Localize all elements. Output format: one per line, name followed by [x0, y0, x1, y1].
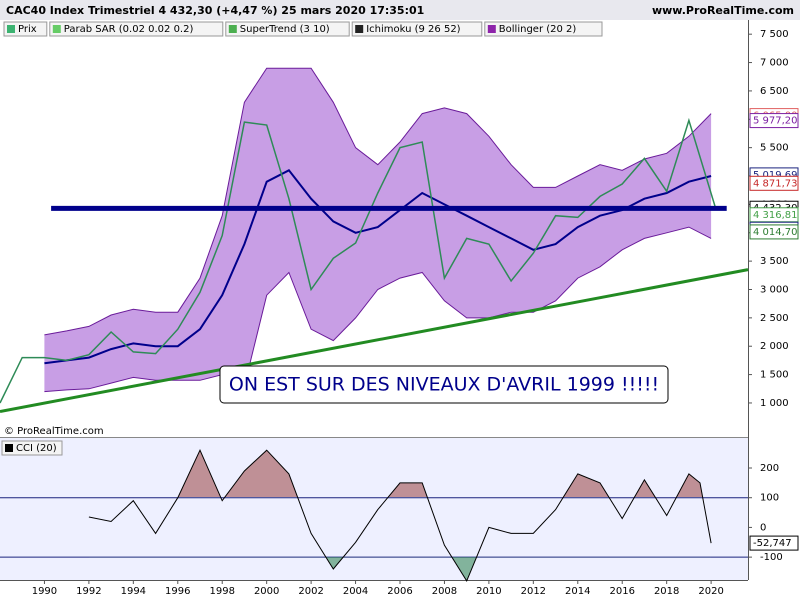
legend-label: Ichimoku (9 26 52) [366, 24, 460, 35]
header-site: www.ProRealTime.com [652, 4, 794, 17]
legend-item [484, 21, 603, 37]
price-label-box [749, 175, 799, 191]
annotation-box [219, 365, 669, 404]
copyright: © ProRealTime.com [4, 426, 104, 437]
cci-above [178, 450, 703, 497]
y-tick-label: 1 500 [760, 370, 789, 381]
price-label: 4 871,73 [753, 178, 798, 189]
y-tick-label: 0 [760, 522, 766, 533]
legend-item [49, 21, 224, 37]
x-tick-label: 2014 [565, 586, 590, 597]
price-label: 5 019,69 [753, 170, 798, 181]
legend-label: SuperTrend (3 10) [240, 24, 330, 35]
bollinger-lower [44, 226, 712, 393]
x-tick-label: 1992 [76, 586, 101, 597]
y-tick-label: 1 000 [760, 398, 789, 409]
x-tick-label: 2004 [343, 586, 368, 597]
x-tick-label: 1994 [121, 586, 146, 597]
x-tick-label: 1996 [165, 586, 190, 597]
legend-label: Bollinger (20 2) [499, 24, 577, 35]
x-tick-label: 2010 [476, 586, 501, 597]
panel-title-box [1, 440, 63, 456]
y-tick-label: 7 500 [760, 29, 789, 40]
bollinger-mid [44, 169, 712, 365]
x-tick-label: 2008 [432, 586, 457, 597]
legend-label: Prix [18, 24, 37, 35]
trendline [0, 268, 749, 413]
x-tick-label: 1990 [32, 586, 57, 597]
legend-swatch [228, 25, 237, 33]
legend-swatch [7, 25, 15, 33]
price-label-box [749, 224, 799, 240]
header-title: CAC40 Index Trimestriel 4 432,30 (+4,47 … [6, 4, 424, 17]
y-tick-label: 2 000 [760, 341, 789, 352]
header-bar [0, 0, 800, 20]
series-line [88, 448, 712, 582]
panel-title-swatch [5, 444, 13, 452]
y-tick-label: 7 000 [760, 58, 789, 69]
y-tick-label: 5 500 [760, 143, 789, 154]
bollinger-band [44, 68, 712, 392]
bollinger-upper [44, 67, 712, 336]
y-tick-label: 200 [760, 463, 779, 474]
legend-swatch [487, 25, 496, 33]
legend-swatch [52, 25, 61, 33]
value-label-box [749, 535, 799, 551]
x-tick-label: 2012 [521, 586, 546, 597]
x-tick-label: 2006 [387, 586, 412, 597]
x-tick-label: 2000 [254, 586, 279, 597]
annotation: ON EST SUR DES NIVEAUX D'AVRIL 1999 !!!!… [229, 374, 659, 396]
price-label: 4 014,70 [753, 227, 798, 238]
price-label: 4 316,81 [753, 210, 798, 221]
value-label: -52,747 [753, 538, 792, 549]
legend-item [351, 21, 483, 37]
legend-label: Parab SAR (0.02 0.02 0.2) [64, 24, 194, 35]
cci-panel [0, 438, 748, 580]
x-tick-label: 2018 [654, 586, 679, 597]
price-label-box [749, 113, 799, 129]
y-tick-label: 3 500 [760, 256, 789, 267]
series-line [0, 117, 717, 404]
legend-swatch [355, 25, 364, 33]
x-tick-label: 2002 [298, 586, 323, 597]
x-tick-label: 2020 [698, 586, 723, 597]
y-tick-label: 2 500 [760, 313, 789, 324]
x-tick-label: 2016 [609, 586, 634, 597]
panel-title: CCI (20) [16, 443, 57, 454]
y-tick-label: -100 [760, 552, 783, 563]
legend-item [225, 21, 350, 37]
y-tick-label: 100 [760, 493, 779, 504]
y-tick-label: 6 500 [760, 86, 789, 97]
price-label: 5 977,20 [753, 116, 798, 127]
x-tick-label: 1998 [209, 586, 234, 597]
y-tick-label: 3 000 [760, 284, 789, 295]
